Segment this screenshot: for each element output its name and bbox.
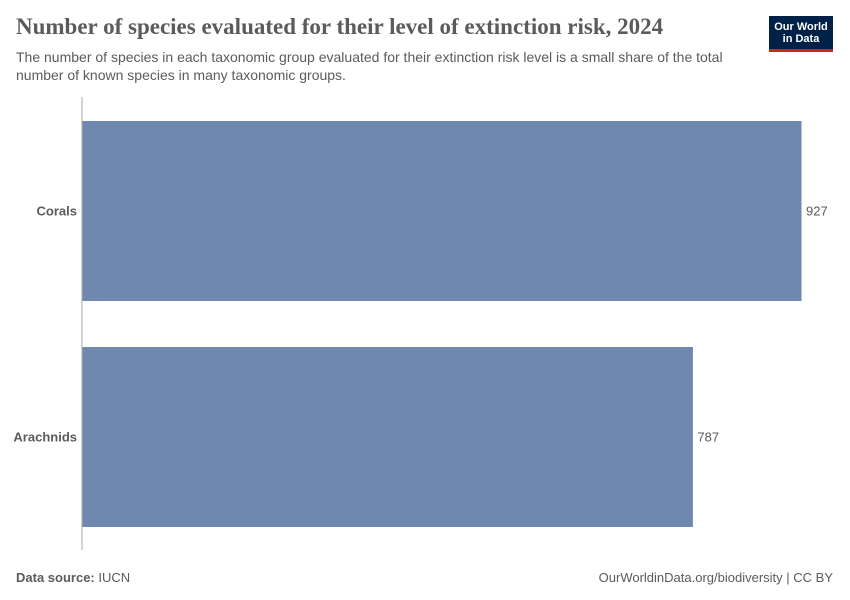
bar-corals[interactable] [82,121,802,301]
owid-logo[interactable]: Our World in Data [769,16,833,52]
category-label-arachnids: Arachnids [13,430,77,445]
value-label-corals: 927 [806,204,828,219]
logo-line-2: in Data [782,33,820,45]
chart-subtitle: The number of species in each taxonomic … [16,49,723,83]
data-source: Data source: IUCN [16,570,130,585]
footer-link[interactable]: OurWorldinData.org/biodiversity | CC BY [598,570,833,585]
bar-arachnids[interactable] [82,347,693,527]
data-source-link[interactable]: IUCN [98,570,131,585]
data-source-label: Data source: [16,570,95,585]
logo-line-1: Our World [774,21,828,33]
value-label-arachnids: 787 [697,430,719,445]
category-label-corals: Corals [37,204,77,219]
chart-title: Number of species evaluated for their le… [16,14,664,39]
